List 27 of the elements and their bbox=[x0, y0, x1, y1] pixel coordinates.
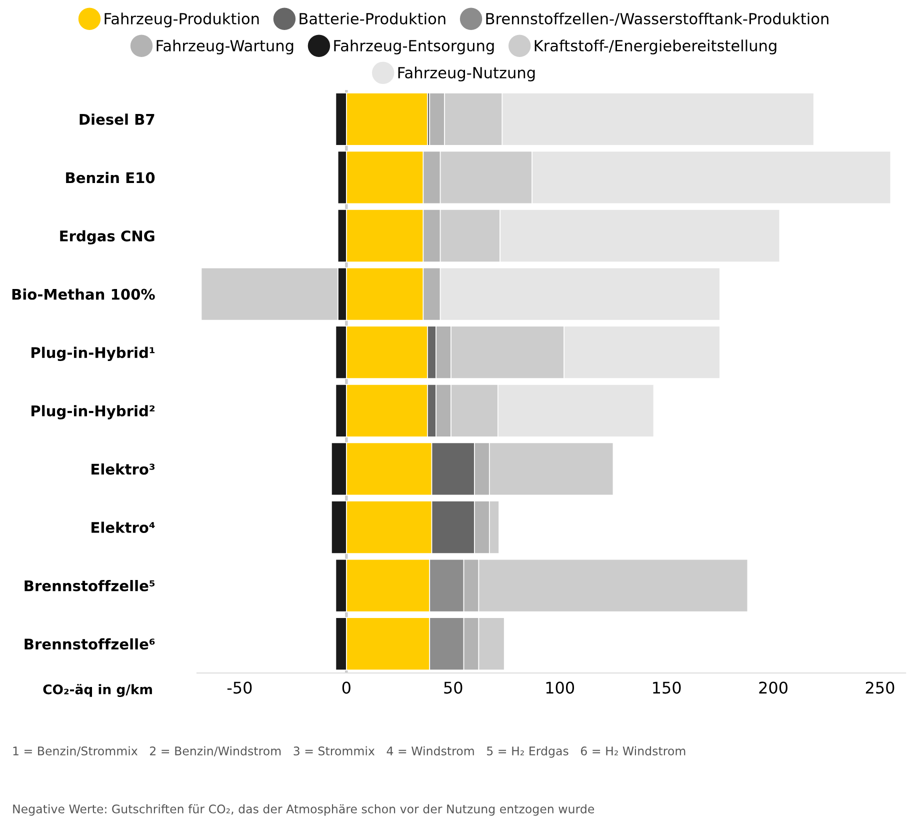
x-tick-label: -50 bbox=[227, 682, 252, 694]
x-tick-label: 250 bbox=[866, 682, 894, 694]
x-tick-label: 0 bbox=[342, 682, 350, 694]
x-tick-label: 200 bbox=[759, 682, 788, 694]
y-tick-label: Bio-Methan 100% bbox=[12, 288, 155, 300]
legend-label: Brennstoffzellen-/Wasserstofftank-Produktion bbox=[486, 12, 828, 26]
text: Negative Werte: Gutschriften für CO₂, das der Atmosphäre schon vor der Nutzung entzogen wurde bbox=[13, 804, 594, 816]
x-tick-label: 50 bbox=[444, 682, 462, 694]
legend-label: Kraftstoff-/Energiebereitstellung bbox=[534, 40, 776, 54]
y-tick-label: Brennstoffzelle⁶ bbox=[24, 638, 155, 650]
legend-label: Fahrzeug-Wartung bbox=[156, 40, 294, 54]
legend-label: Fahrzeug-Nutzung bbox=[398, 66, 535, 82]
y-tick-label: Erdgas CNG bbox=[60, 230, 154, 244]
x-axis-title: CO₂-äq in g/km bbox=[43, 684, 152, 698]
y-tick-label: Plug-in-Hybrid¹ bbox=[32, 346, 155, 362]
legend-label: Batterie-Produktion bbox=[300, 12, 446, 24]
y-tick-label: Diesel B7 bbox=[80, 114, 154, 125]
y-tick-label: Benzin E10 bbox=[66, 172, 155, 184]
x-tick-label: 100 bbox=[546, 682, 574, 694]
y-tick-label: Elektro⁴ bbox=[92, 522, 155, 533]
y-tick-label: Elektro³ bbox=[92, 463, 155, 475]
legend-label: Fahrzeug-Entsorgung bbox=[334, 40, 494, 54]
legend-label: Fahrzeug-Produktion bbox=[104, 12, 259, 28]
x-tick-label: 150 bbox=[653, 682, 681, 694]
text: 1 = Benzin/Strommix 2 = Benzin/Windstrom 3 = Strommix 4 = Windstrom 5 = H₂ Erdgas 6 = H₂ Windstrom bbox=[13, 746, 686, 758]
y-tick-label: Brennstoffzelle⁵ bbox=[24, 580, 155, 592]
y-tick-label: Plug-in-Hybrid² bbox=[32, 405, 155, 420]
